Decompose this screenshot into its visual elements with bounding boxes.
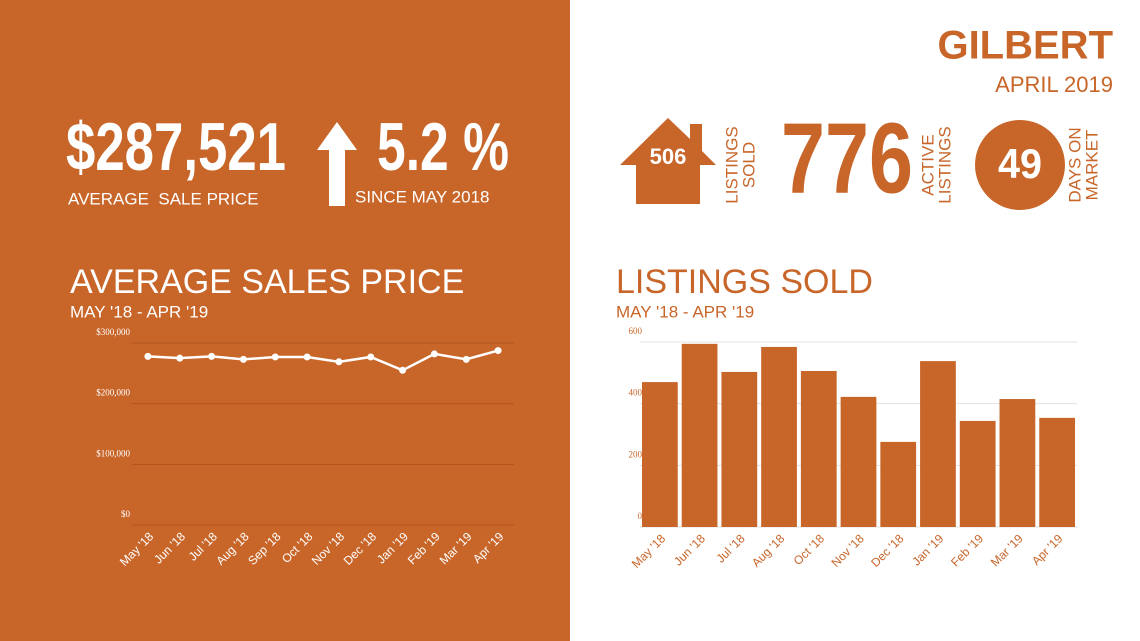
point bbox=[176, 354, 184, 362]
point bbox=[494, 347, 502, 355]
bar bbox=[761, 346, 797, 527]
bar bbox=[959, 420, 996, 527]
bar bbox=[681, 343, 718, 527]
point bbox=[303, 353, 311, 361]
bar bbox=[800, 370, 837, 527]
city: GILBERT bbox=[937, 24, 1113, 68]
listings-sold-label: LISTINGS bbox=[722, 126, 741, 203]
y-tick-label: 0 bbox=[638, 511, 643, 521]
point bbox=[208, 352, 216, 360]
change: 5.2 % bbox=[377, 109, 509, 185]
y-tick-label: 400 bbox=[629, 388, 643, 398]
y-tick-label: 200 bbox=[629, 449, 643, 459]
bar bbox=[999, 399, 1036, 527]
chart-title: AVERAGE SALES PRICE bbox=[70, 263, 464, 301]
chart-title: LISTINGS SOLD bbox=[616, 263, 873, 301]
active-listings-label: ACTIVE bbox=[918, 134, 937, 195]
chart-subtitle: MAY '18 - APR '19 bbox=[70, 302, 208, 321]
bar bbox=[721, 371, 758, 527]
price: $287,521 bbox=[66, 109, 286, 185]
point bbox=[367, 353, 375, 361]
point bbox=[462, 355, 470, 363]
listings-sold-label: SOLD bbox=[739, 142, 758, 188]
change-label: SINCE MAY 2018 bbox=[355, 187, 490, 206]
price-label: AVERAGE SALE PRICE bbox=[68, 189, 259, 208]
date: APRIL 2019 bbox=[995, 72, 1113, 97]
listings-sold-value: 506 bbox=[650, 144, 687, 169]
line bbox=[147, 349, 499, 372]
days-value: 49 bbox=[998, 140, 1042, 187]
y-tick-label: 600 bbox=[629, 326, 643, 336]
right-panel bbox=[570, 0, 1140, 641]
bar bbox=[920, 361, 956, 527]
active-listings-label: LISTINGS bbox=[935, 126, 954, 203]
point bbox=[399, 366, 407, 374]
bar bbox=[880, 441, 917, 527]
chart-subtitle: MAY '18 - APR '19 bbox=[616, 302, 754, 321]
bar bbox=[840, 396, 877, 527]
left-panel bbox=[0, 0, 570, 641]
point bbox=[144, 352, 152, 360]
point bbox=[239, 355, 247, 363]
point bbox=[335, 358, 343, 366]
y-tick-label: $200,000 bbox=[96, 388, 130, 398]
days-label: DAYS ON bbox=[1065, 127, 1084, 202]
active-listings-value: 776 bbox=[781, 102, 913, 214]
days-circle bbox=[975, 120, 1065, 210]
y-tick-label: $100,000 bbox=[96, 448, 130, 458]
point bbox=[271, 353, 279, 361]
y-tick-label: $0 bbox=[121, 509, 131, 519]
days-label: MARKET bbox=[1082, 130, 1101, 201]
house-icon bbox=[620, 118, 716, 204]
point bbox=[430, 350, 438, 358]
bar bbox=[1039, 417, 1076, 527]
y-tick-label: $300,000 bbox=[96, 327, 130, 337]
up-arrow bbox=[317, 122, 357, 206]
bar bbox=[641, 382, 678, 527]
